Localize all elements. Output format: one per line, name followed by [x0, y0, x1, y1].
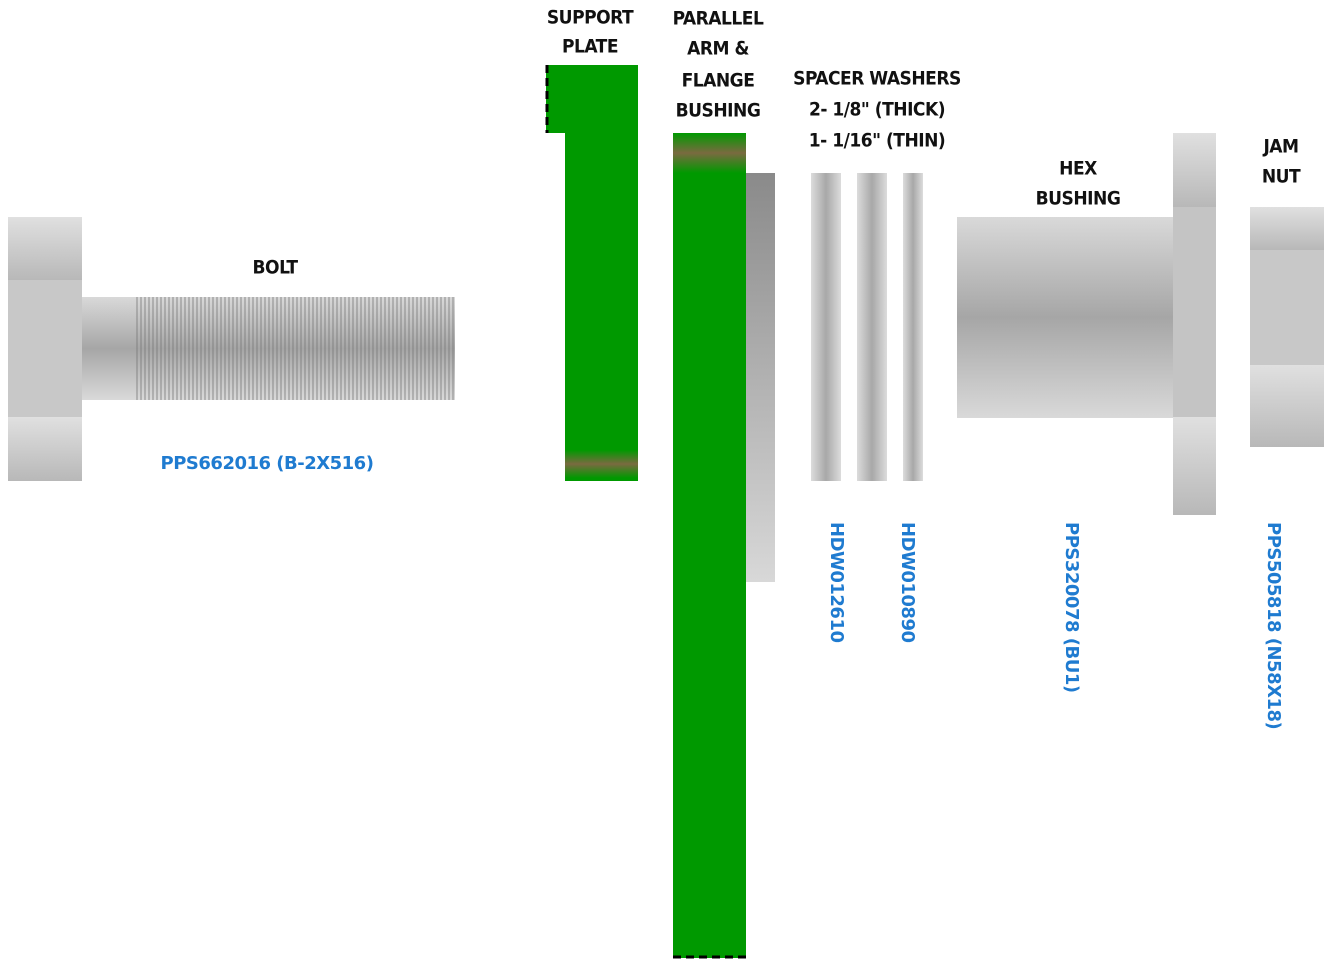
part-number: PPS320078 (BU1) [1061, 522, 1082, 693]
jam-nut [1250, 207, 1324, 447]
label: NUT [1262, 166, 1301, 188]
part-number: PPS662016 (B-2X516) [161, 453, 374, 474]
parallel-arm [673, 133, 775, 959]
label: FLANGE [682, 70, 755, 92]
label: 1- 1/16" (THIN) [809, 130, 945, 152]
label: BUSHING [1036, 188, 1121, 210]
part-number: PPS505818 (N58X18) [1263, 522, 1284, 729]
hex-bushing [957, 133, 1216, 515]
washers [811, 173, 923, 481]
label: HEX [1059, 158, 1097, 180]
part-number: HDW012610 [826, 522, 847, 643]
support-plate [545, 65, 638, 481]
label: PARALLEL [673, 8, 764, 30]
bolt [8, 217, 455, 481]
label: 2- 1/8" (THICK) [809, 99, 945, 121]
label: SUPPORT [547, 7, 634, 29]
part-number: HDW010890 [897, 522, 918, 643]
label: PLATE [562, 36, 618, 58]
label: SPACER WASHERS [793, 68, 961, 90]
label: BOLT [253, 257, 299, 279]
label: ARM & [687, 38, 749, 60]
label: BUSHING [676, 100, 761, 122]
flange-bushing [746, 173, 775, 582]
label: JAM [1262, 136, 1298, 158]
